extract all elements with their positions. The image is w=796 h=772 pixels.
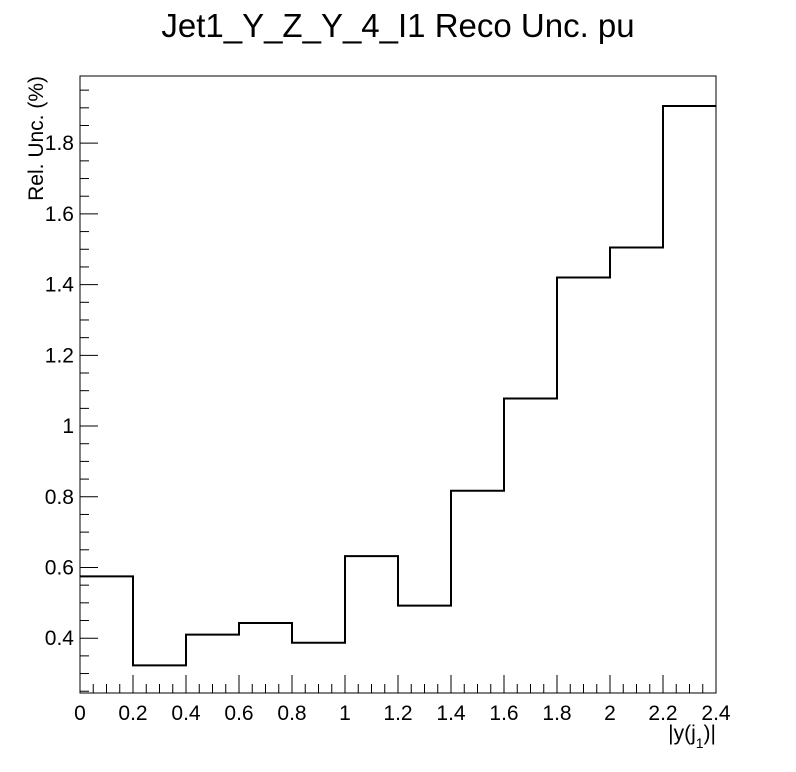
x-tick-label: 0.8: [277, 702, 306, 725]
x-tick-label: 0.6: [224, 702, 253, 725]
x-tick-label: 1.6: [489, 702, 518, 725]
y-tick-label: 0.6: [45, 556, 74, 579]
y-tick-label: 0.4: [45, 627, 75, 650]
x-axis-label-post: )|: [704, 722, 716, 745]
x-tick-label: 1: [339, 702, 351, 725]
x-tick-label: 2.2: [648, 702, 677, 725]
y-tick-label: 1.8: [45, 132, 74, 155]
y-tick-label: 0.8: [45, 486, 74, 509]
x-tick-label: 2.4: [701, 702, 731, 725]
x-axis-label-pre: |y(j: [668, 722, 696, 745]
x-axis-tick-labels: 0 0.2 0.4 0.6 0.8 1 1.2 1.4 1.6 1.8 2 2.2 2.4: [74, 702, 731, 725]
y-tick-label: 1.2: [45, 344, 74, 367]
chart-title: Jet1_Y_Z_Y_4_I1 Reco Unc. pu: [161, 7, 634, 44]
y-tick-label: 1.6: [45, 203, 74, 226]
y-axis-label: Rel. Unc. (%): [25, 76, 48, 201]
x-tick-label: 1.4: [436, 702, 466, 725]
histogram-step-line: [80, 105, 716, 667]
x-tick-label: 0: [74, 702, 86, 725]
x-tick-label: 2: [604, 702, 616, 725]
y-tick-label: 1: [62, 415, 74, 438]
x-axis-label-sub: 1: [696, 735, 704, 751]
y-axis-tick-labels: 0.4 0.6 0.8 1 1.2 1.4 1.6 1.8: [45, 132, 75, 650]
x-axis-ticks: [79, 675, 717, 693]
x-tick-label: 1.2: [383, 702, 412, 725]
x-tick-label: 0.4: [171, 702, 201, 725]
x-tick-label: 1.8: [542, 702, 571, 725]
y-tick-label: 1.4: [45, 274, 75, 297]
x-tick-label: 0.2: [118, 702, 147, 725]
x-axis-label: |y(j1)|: [668, 722, 716, 751]
y-axis-ticks: [80, 89, 98, 692]
